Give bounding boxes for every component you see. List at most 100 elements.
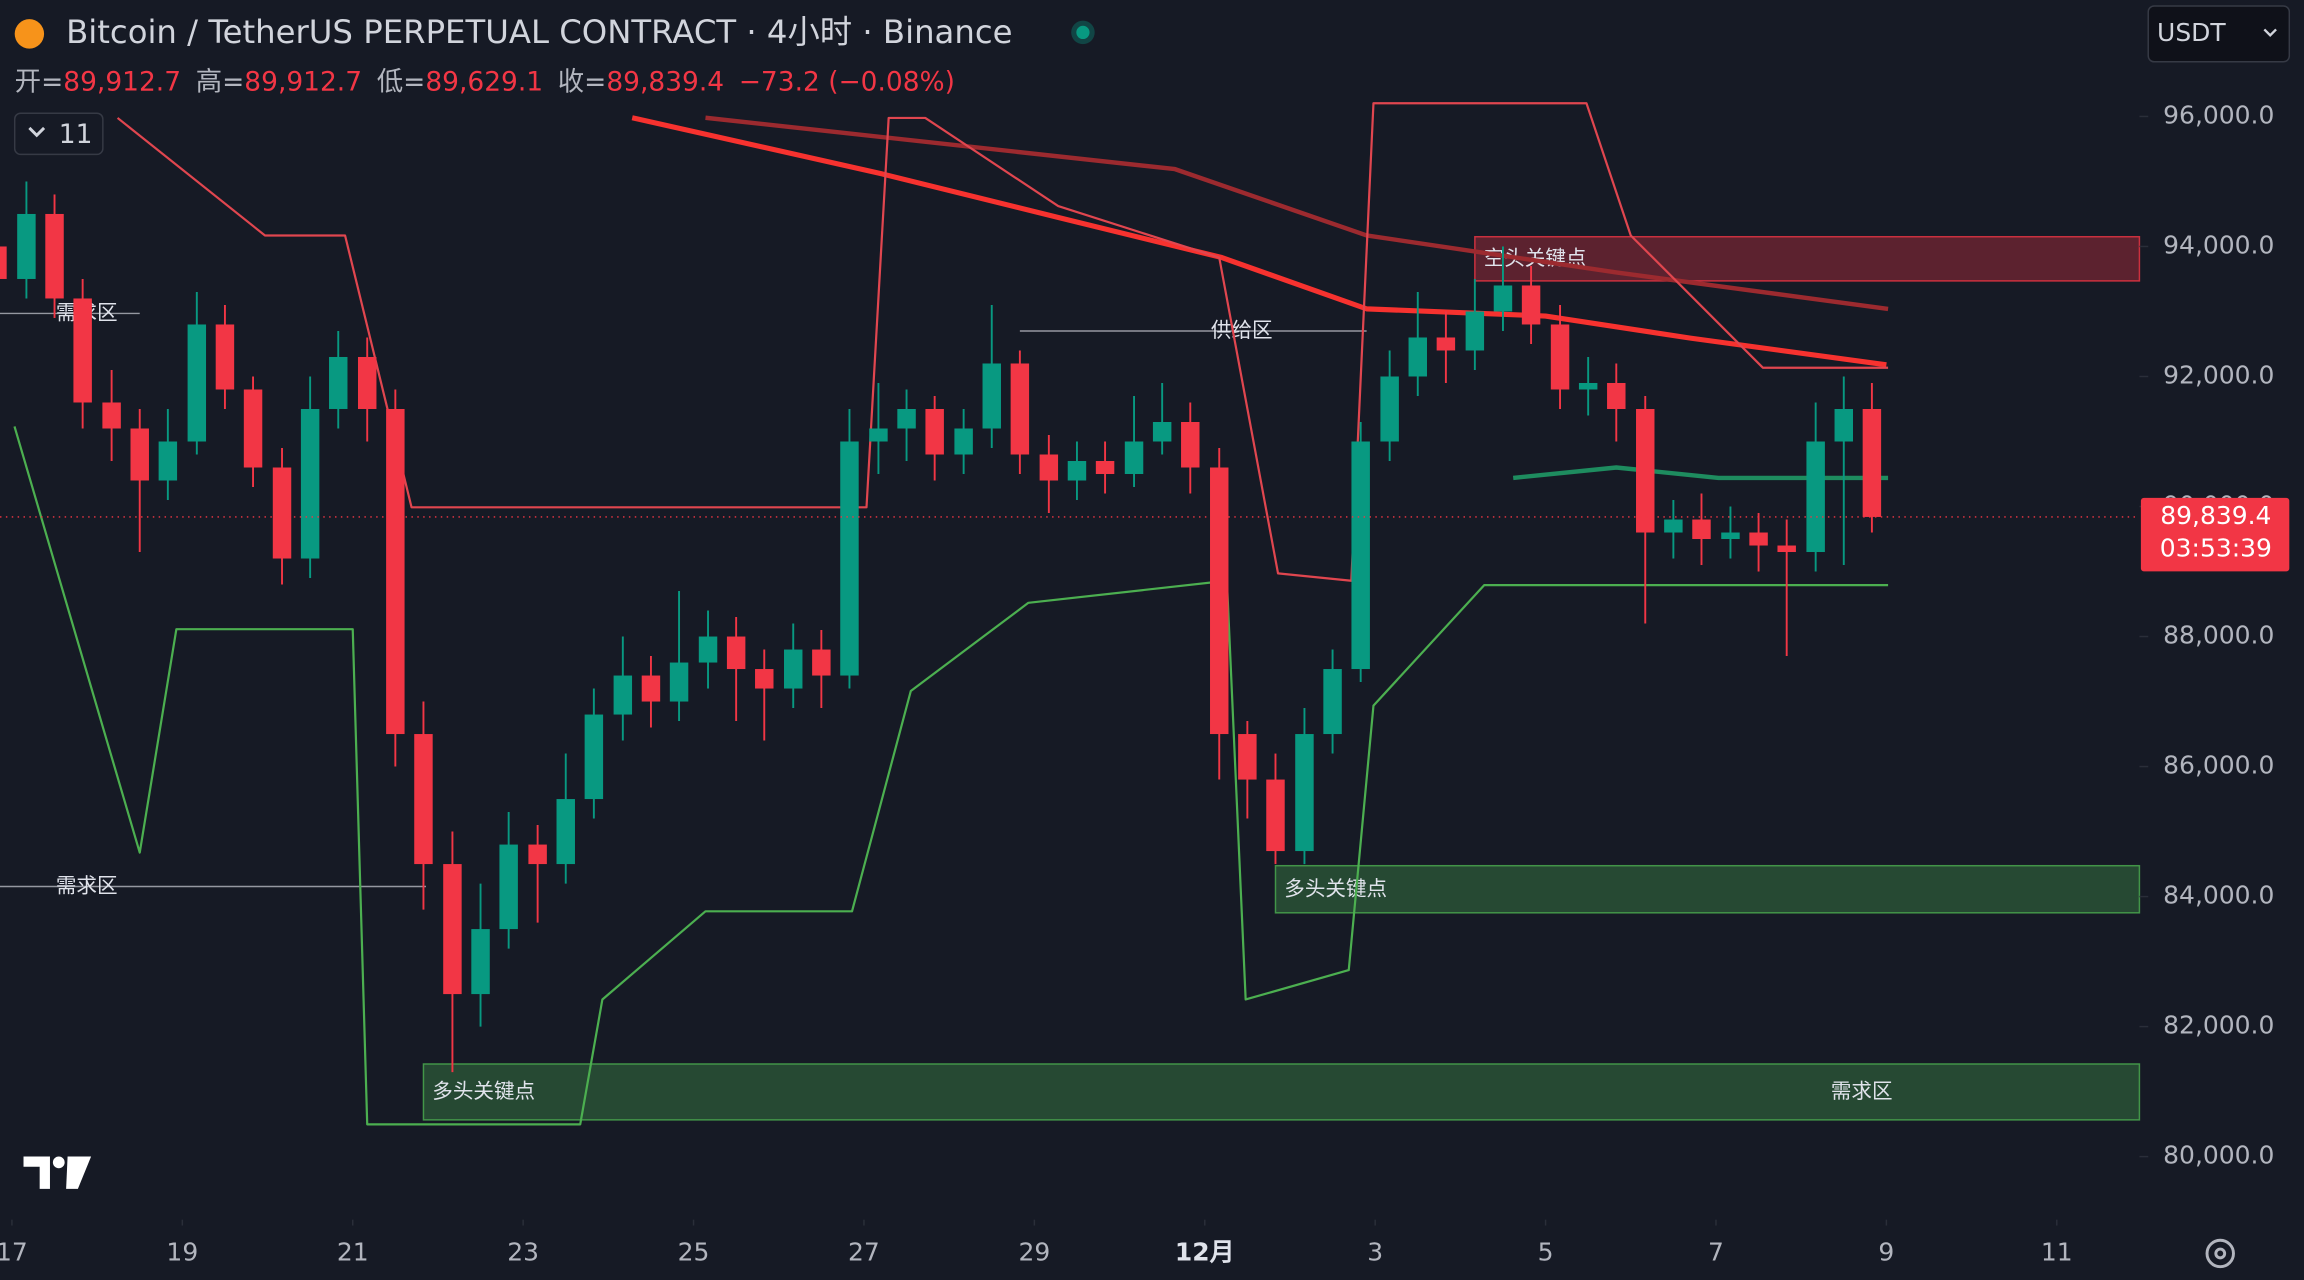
price-tag-label: 89,839.4 [2160,501,2271,530]
candle-body [1777,545,1796,553]
indicator-line [13,426,1889,1126]
x-tick-label: 9 [1878,1237,1894,1266]
zone-label: 多头关键点 [432,1079,535,1103]
x-tick-label: 11 [2041,1237,2073,1266]
candle-body [869,428,888,442]
candle-body [1152,421,1172,442]
candle-body [1493,285,1513,312]
y-tick-label: 96,000.0 [2163,100,2274,129]
candle-body [243,389,263,468]
ohlc-value: 89,912.7 [63,66,181,97]
ohlc-value: 89,629.1 [425,66,543,97]
candle-body [1181,421,1200,468]
candle-body [471,929,490,995]
candle-body [329,356,348,409]
indicator-count: 11 [59,119,93,150]
candle-body [1095,461,1115,475]
candle-body [925,408,944,455]
indicator-toggle[interactable] [13,112,104,156]
y-tick-label: 80,000.0 [2163,1141,2274,1170]
x-tick-label: 23 [507,1237,539,1266]
candle-body [755,669,774,689]
chevron [2263,28,2277,38]
gear-center [2214,1247,2227,1260]
x-tick-label: 25 [678,1237,710,1266]
candle-body [1436,337,1456,351]
candle-body [1749,532,1768,546]
header: Bitcoin / TetherUS PERPETUAL CONTRACT · … [13,13,1095,156]
x-tick-label: 5 [1538,1237,1554,1266]
candle-body [1607,382,1626,409]
candle-body [1266,779,1285,852]
candle-body [1465,311,1485,351]
y-tick-label: 92,000.0 [2163,360,2274,389]
candle-body [187,324,207,442]
candle-body [215,324,235,390]
candle-body [1806,441,1825,553]
candle-body [1039,454,1059,481]
ohlc-key: 低= [377,66,426,97]
candle-body [1210,467,1229,735]
candle-body [1664,519,1683,533]
candle-body [386,408,405,735]
candle-body [17,213,36,279]
indicator-line [1512,465,1889,481]
candle-body [812,649,831,676]
candle-body [1124,441,1144,475]
candle-body [1862,408,1882,517]
candle-body [726,636,746,670]
currency-box[interactable] [2147,5,2291,63]
y-tick-label: 88,000.0 [2163,621,2274,650]
candle-body [130,428,149,481]
candle-body [840,441,859,676]
candle-body [954,428,973,455]
logo-part [52,1156,65,1169]
candle-body [982,363,1001,429]
price-tag [2140,497,2290,572]
settings[interactable] [2205,1238,2235,1269]
candle-body [1721,532,1740,540]
ohlc-change: −73.2 (−0.08%) [739,66,955,97]
candle-body [73,298,92,403]
ohlc-value: 89,839.4 [606,66,724,97]
level-label: 供给区 [1211,318,1273,342]
gear[interactable] [2205,1238,2235,1269]
candle-body [1692,519,1711,540]
candle-body [357,356,377,409]
candle-body [669,662,689,702]
candle-body [584,714,604,800]
coin-icon [14,19,45,49]
ohlc-value: 89,912.7 [244,66,362,97]
ohlc-key: 高= [196,66,245,97]
indicator-line [116,102,1889,582]
currency-select[interactable]: USDT [2147,5,2291,63]
y-tick-label: 82,000.0 [2163,1011,2274,1040]
candle-body [1295,734,1314,852]
candle-body [641,675,661,702]
candle-body [443,864,462,995]
candle-body [556,799,575,865]
countdown-label: 03:53:39 [2160,533,2272,562]
candle-body [1238,734,1257,780]
candle-body [1834,408,1854,442]
candle-body [1578,382,1598,390]
x-tick-label: 3 [1367,1237,1383,1266]
zone [1474,235,2141,282]
candle-body [1408,337,1427,377]
candle-body [0,246,7,279]
candle-body [1550,324,1570,390]
zone-label: 需求区 [1831,1079,1893,1103]
candle-body [1323,669,1342,735]
level-label: 需求区 [56,873,118,897]
zone [1274,864,2141,914]
candle-body [102,402,121,429]
tv-logo [23,1156,92,1189]
status-dot [1076,25,1090,40]
candle-body [45,213,64,299]
currency-label: USDT [2157,18,2226,47]
candle-body [1351,441,1370,670]
zone-label: 多头关键点 [1284,876,1387,900]
symbol-title: Bitcoin / TetherUS PERPETUAL CONTRACT · … [66,13,1012,51]
